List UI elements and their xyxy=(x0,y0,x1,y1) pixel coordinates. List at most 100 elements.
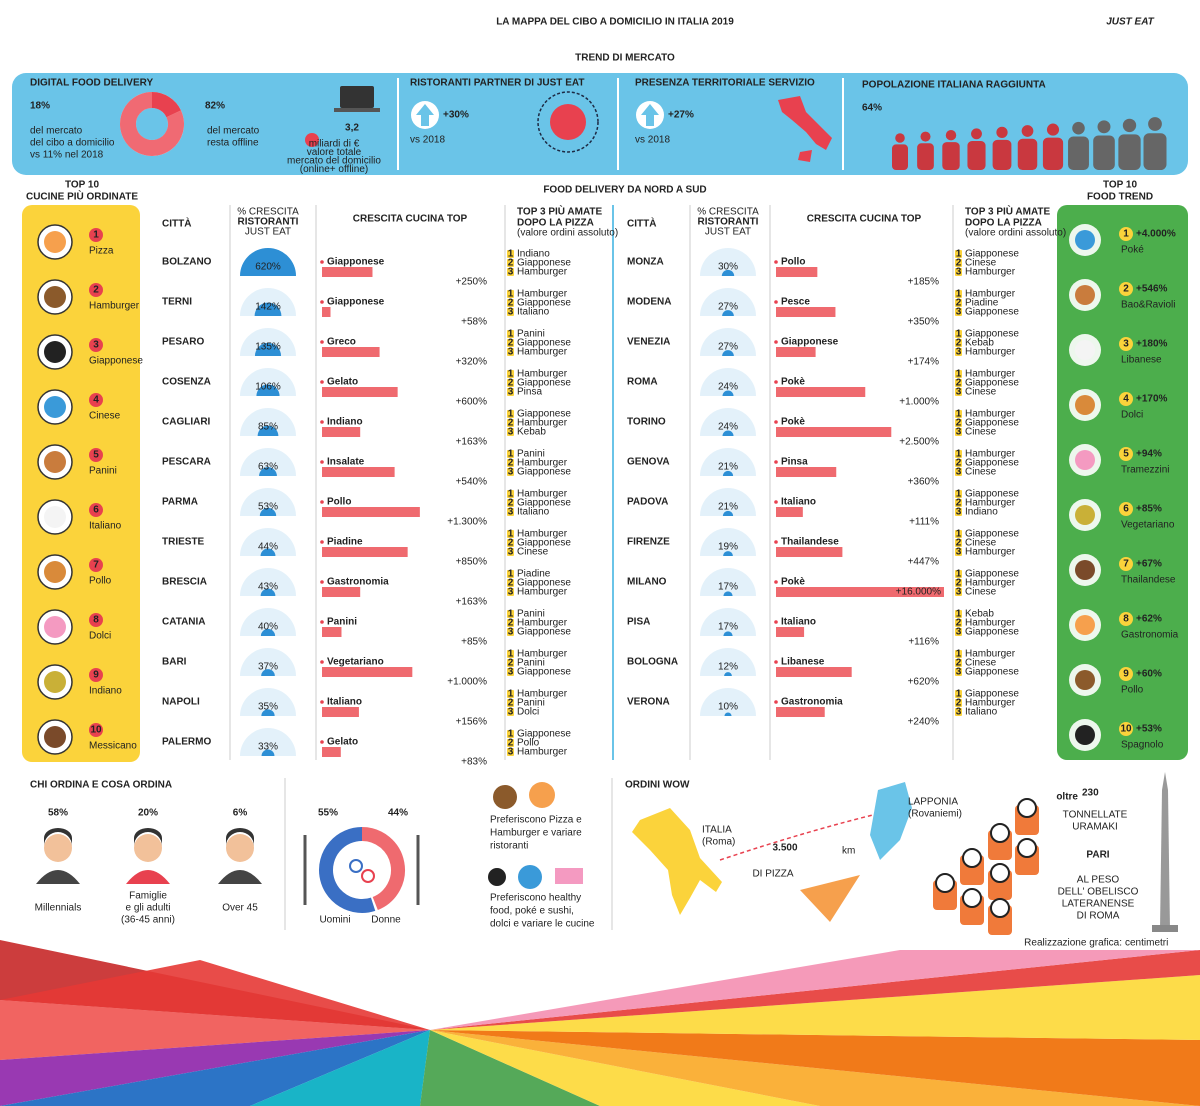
rank-box xyxy=(507,419,514,427)
rainbow-ray xyxy=(0,1000,430,1060)
rank-box xyxy=(955,579,962,587)
sushi-icon xyxy=(488,868,506,886)
rank-badge xyxy=(1119,502,1133,516)
top3-item: Italiano xyxy=(517,507,550,518)
top3-item: Cinese xyxy=(965,387,997,398)
gender-label: Uomini xyxy=(319,915,350,926)
growth-bar xyxy=(776,547,843,557)
bullet xyxy=(320,500,324,504)
unit: km xyxy=(842,846,855,857)
city: TORINO xyxy=(627,417,666,428)
gauge-back xyxy=(240,688,296,716)
city: PESCARA xyxy=(162,457,211,468)
top3-item: Italiano xyxy=(517,307,550,318)
panel-text: vs 2018 xyxy=(635,135,670,146)
top3-item: Hamburger xyxy=(517,418,568,429)
food-icon-inner xyxy=(1075,285,1095,305)
rank-box xyxy=(507,699,514,707)
cuisine: Pollo xyxy=(327,497,351,508)
rank-box xyxy=(507,428,514,436)
share-label: 27% xyxy=(718,302,738,313)
gauge-fill xyxy=(722,510,734,516)
rank-box xyxy=(507,708,514,716)
cuisine: Libanese xyxy=(781,657,825,668)
growth-label: +600% xyxy=(456,397,488,408)
rank: 1 xyxy=(956,689,962,700)
top3-item: Giapponese xyxy=(517,338,571,349)
cuisine: Gelato xyxy=(327,377,358,388)
city: ROMA xyxy=(627,377,658,388)
gauge-back xyxy=(700,568,756,596)
rank: 3 xyxy=(956,347,962,358)
rank: 2 xyxy=(956,498,962,509)
cake-icon xyxy=(555,868,583,884)
rank-box xyxy=(955,699,962,707)
gauge-back xyxy=(240,288,296,316)
gauge-fill xyxy=(724,672,732,676)
top3-item: Hamburger xyxy=(965,547,1016,558)
rank: 3 xyxy=(956,387,962,398)
header-label: CRESCITA CUCINA TOP xyxy=(353,214,468,225)
top3-item: Giapponese xyxy=(965,627,1019,638)
rank-badge xyxy=(1119,447,1133,461)
cuisine: Pokè xyxy=(781,417,805,428)
growth-label: +240% xyxy=(908,717,940,728)
rank-box xyxy=(507,388,514,396)
trend-name: Thailandese xyxy=(1121,575,1176,586)
city: PESARO xyxy=(162,337,204,348)
growth-label: +111% xyxy=(909,517,939,528)
gauge-back xyxy=(240,368,296,396)
top3-item: Giapponese xyxy=(517,578,571,589)
trend-name: Gastronomia xyxy=(1121,630,1179,641)
growth-label: +116% xyxy=(908,637,939,648)
gauge-back xyxy=(700,448,756,476)
city: BOLOGNA xyxy=(627,657,678,668)
food-icon-inner xyxy=(44,616,66,638)
rank-box xyxy=(507,668,514,676)
growth-label: +250% xyxy=(456,277,488,288)
small-text: miliardi di € xyxy=(309,139,360,150)
cuisine: Giapponese xyxy=(327,257,385,268)
rank: 3 xyxy=(508,587,514,598)
rank-box xyxy=(507,499,514,507)
food-icon-inner xyxy=(1075,505,1095,525)
food-icon-inner xyxy=(44,561,66,583)
growth-label: +447% xyxy=(908,557,940,568)
rank-box xyxy=(507,610,514,618)
rank-box xyxy=(955,259,962,267)
top3-item: Pollo xyxy=(517,738,540,749)
rank: 1 xyxy=(956,409,962,420)
top3-item: Kebab xyxy=(517,427,546,438)
rank-box xyxy=(507,579,514,587)
rank: 2 xyxy=(956,298,962,309)
rank: 3 xyxy=(956,467,962,478)
person-body xyxy=(1118,134,1141,170)
rank: 3 xyxy=(956,307,962,318)
rank: 3 xyxy=(508,427,514,438)
rest-text: DELL' OBELISCO xyxy=(1058,887,1139,898)
top3-item: Giapponese xyxy=(517,498,571,509)
rank: 4 xyxy=(1123,394,1129,405)
rank-box xyxy=(955,388,962,396)
rank-badge xyxy=(89,503,103,517)
rank: 9 xyxy=(93,670,99,681)
rank-badge xyxy=(89,668,103,682)
person-head xyxy=(895,133,905,143)
rank-box xyxy=(507,619,514,627)
growth-bar xyxy=(322,507,420,517)
top3-item: Hamburger xyxy=(517,587,568,598)
cuisine: Gelato xyxy=(327,737,358,748)
rank-box xyxy=(955,610,962,618)
big-number: +30% xyxy=(443,110,469,121)
growth-label: +156% xyxy=(456,717,488,728)
bullet xyxy=(320,580,324,584)
rank-box xyxy=(955,459,962,467)
share: 58% xyxy=(48,808,68,819)
rainbow-ray xyxy=(430,1030,1200,1106)
food-icon-inner xyxy=(1075,615,1095,635)
growth-bar xyxy=(776,267,818,277)
header-label: RISTORANTI xyxy=(698,217,759,228)
growth-label: +85% xyxy=(461,637,487,648)
growth-label: +16.000% xyxy=(896,587,941,598)
rank: 3 xyxy=(956,507,962,518)
